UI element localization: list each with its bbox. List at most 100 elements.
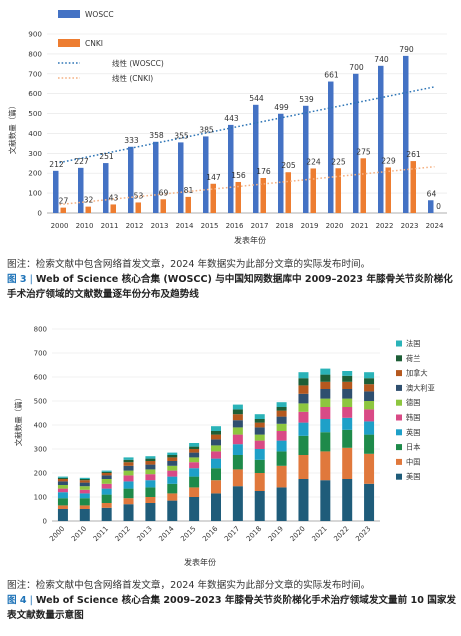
f2-bar-segment [254, 427, 265, 435]
f1-data-label-cnki: 224 [306, 157, 321, 166]
f1-x-tick-label: 2014 [176, 222, 194, 230]
f2-bar-segment [364, 401, 375, 410]
f1-bar-woscc [253, 104, 259, 213]
f2-bar-segment [57, 505, 68, 509]
f2-bar-segment [276, 410, 287, 417]
f2-bar-segment [276, 451, 287, 466]
f2-bar-segment [123, 475, 134, 482]
f2-bar-segment [57, 479, 68, 482]
f1-data-label-cnki: 156 [231, 171, 246, 180]
f2-bar-segment [320, 381, 331, 389]
f1-data-label-cnki: 27 [59, 197, 69, 206]
f2-bar-segment [123, 459, 134, 463]
f2-bar-segment [145, 497, 156, 503]
figure4-note: 图注：检索文献中包含网络首发文章，2024 年数据实为此部分文章的实际发布时间。 [7, 580, 371, 591]
f1-bar-cnki [360, 158, 366, 213]
f1-x-tick-label: 2023 [401, 222, 419, 230]
f2-bar-segment [254, 491, 265, 521]
f2-x-tick-label: 2011 [92, 525, 110, 543]
figure3-note: 图注：检索文献中包含网络首发文章，2024 年数据实为此部分文章的实际发布时间。 [7, 259, 371, 270]
f1-x-tick-label: 2011 [101, 222, 119, 230]
f2-bar-segment [364, 391, 375, 401]
f2-bar-segment [254, 473, 265, 491]
f2-bar-segment [145, 474, 156, 481]
f2-bar-segment [79, 505, 90, 509]
f2-bar-segment [232, 420, 243, 428]
f2-bar-segment [320, 432, 331, 452]
f2-bar-segment [364, 434, 375, 454]
f1-data-label-woscc: 499 [274, 103, 289, 112]
f1-legend-label-woscc: WOSCC [85, 10, 114, 19]
f2-bar-segment [276, 465, 287, 488]
f2-bar-segment [254, 414, 265, 419]
f2-bar-segment [364, 409, 375, 422]
f1-y-tick-label: 900 [28, 30, 42, 39]
f2-bar-segment [364, 453, 375, 484]
f2-y-tick-label: 100 [34, 494, 47, 502]
f2-bar-segment [145, 464, 156, 470]
f2-bar-segment [145, 487, 156, 497]
f2-bar-segment [342, 375, 353, 382]
f2-bar-segment [364, 421, 375, 435]
figure3-caption: 图 3 | Web of Science 核心合集 (WOSCC) 与中国知网数据库… [7, 273, 457, 302]
f1-bar-woscc [378, 65, 384, 213]
f2-bar-segment [276, 487, 287, 521]
f2-x-tick-label: 2019 [267, 525, 285, 543]
f2-bar-segment [167, 500, 178, 521]
f1-bar-cnki [385, 167, 391, 213]
f1-data-label-woscc: 355 [174, 131, 189, 140]
f1-legend-swatch-cnki [58, 39, 80, 47]
f2-bar-segment [57, 488, 68, 493]
f2-bar-segment [57, 498, 68, 506]
f2-legend-label: 韩国 [406, 413, 420, 422]
f2-bar-segment [189, 487, 200, 497]
f2-bar-segment [57, 492, 68, 499]
f2-bar-segment [320, 480, 331, 521]
figure4-caption-separator: | [29, 595, 33, 606]
f2-legend-swatch [396, 370, 402, 377]
f2-bar-segment [254, 440, 265, 449]
f2-bar-segment [276, 440, 287, 452]
f2-bar-segment [167, 461, 178, 466]
f2-legend-label: 美国 [406, 472, 420, 481]
f1-x-tick-label: 2015 [201, 222, 219, 230]
f2-legend-swatch [396, 399, 402, 406]
f1-x-tick-label: 2022 [376, 222, 394, 230]
f1-trendline-woscc [59, 86, 435, 164]
f2-bar-segment [57, 481, 68, 485]
f2-bar-segment [101, 479, 112, 484]
f2-bar-segment [254, 449, 265, 460]
f2-bar-segment [342, 429, 353, 448]
f2-bar-segment [123, 465, 134, 471]
f2-legend-swatch [396, 414, 402, 421]
f1-trendlines [59, 86, 435, 206]
f1-data-label-cnki: 69 [159, 188, 169, 197]
f2-bar-segment [123, 504, 134, 521]
f2-bar-segment [232, 409, 243, 415]
f2-bar-segment [364, 384, 375, 392]
f1-x-tick-label: 2024 [426, 222, 444, 230]
f2-bar-segment [342, 407, 353, 418]
f2-bar-segment [167, 493, 178, 501]
f1-data-label-woscc: 333 [124, 136, 139, 145]
f2-bar-segment [254, 459, 265, 473]
f1-x-tick-label: 2018 [276, 222, 294, 230]
f2-bar-segment [232, 469, 243, 487]
f1-legend-label-cnki: CNKI [85, 39, 103, 48]
f2-legend-label: 德国 [406, 398, 420, 407]
f2-bar-segment [211, 434, 221, 440]
f2-bar-segment [232, 404, 243, 410]
f1-bar-cnki [110, 204, 116, 213]
f2-y-tick-label: 600 [34, 374, 47, 382]
figure4-caption: 图 4 | Web of Science 核心合集 2009–2023 年膝骨关节炎… [7, 594, 457, 623]
f2-bar-segment [320, 407, 331, 419]
f2-bar-segment [298, 455, 309, 479]
f1-bar-woscc [153, 141, 159, 213]
f1-y-tick-label: 200 [28, 169, 42, 178]
f1-bar-cnki [135, 202, 141, 213]
f1-bar-cnki [260, 177, 266, 213]
f2-bar-segment [211, 451, 221, 459]
f2-bar-segment [101, 473, 112, 476]
f1-bar-woscc [228, 124, 234, 213]
